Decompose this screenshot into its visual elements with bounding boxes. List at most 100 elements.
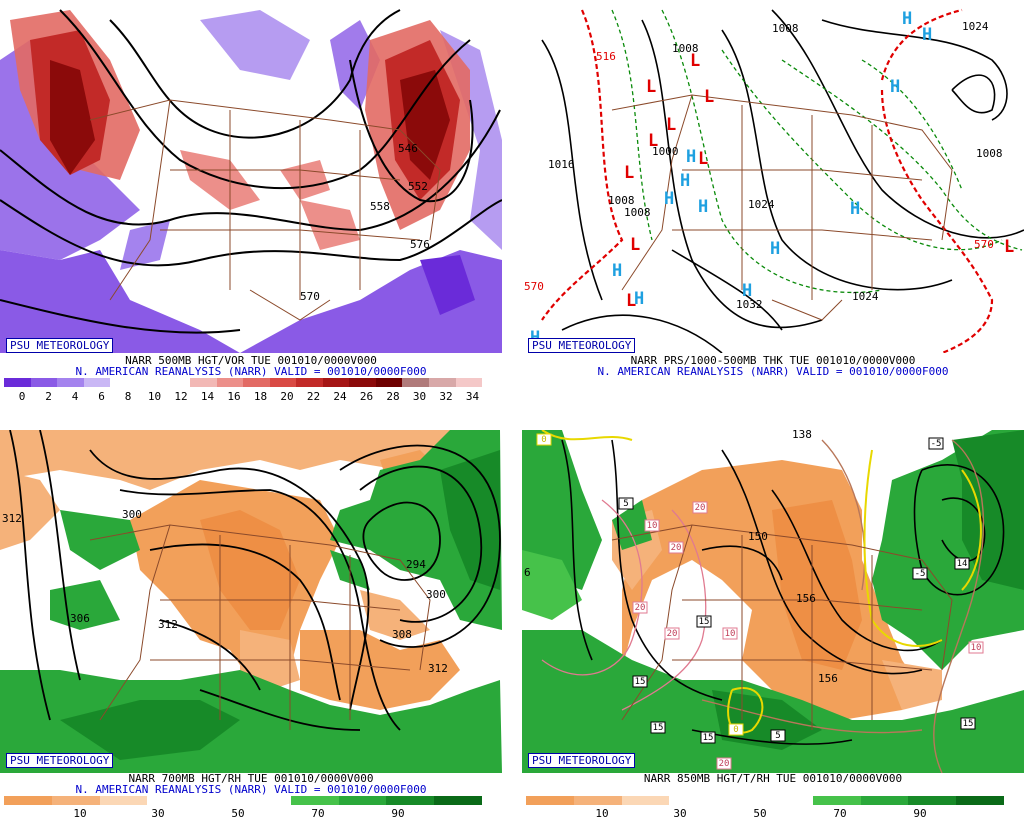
panel-pressure-thickness: 1008 1008 1024 1016 1000 1008 1008 1024 … [522, 0, 1024, 410]
colorbar-tick-label: 70 [833, 807, 847, 820]
contour-label: 552 [408, 180, 428, 193]
thickness-label: 516 [596, 50, 616, 63]
colorbar-swatch [30, 378, 58, 387]
colorbar-tick-label: 32 [439, 390, 453, 403]
svg-text:0: 0 [733, 725, 738, 735]
low-pressure-label: L [704, 87, 714, 107]
isobar-label: 1008 [976, 147, 1003, 160]
rh700-map: 312 300 306 312 294 300 308 312 [0, 430, 502, 773]
svg-text:20: 20 [671, 543, 682, 553]
svg-text:10: 10 [971, 643, 982, 653]
temperature-box-label: 14 [954, 557, 970, 570]
colorbar-swatch [621, 796, 670, 805]
colorbar-swatch [526, 796, 574, 805]
colorbar-swatch [216, 378, 244, 387]
low-pressure-label: L [648, 131, 658, 151]
temperature-box-label: 20 [664, 627, 680, 640]
colorbar-swatch [51, 796, 100, 805]
colorbar-ticks: 10 30 50 70 90 [522, 807, 1024, 821]
svg-text:15: 15 [963, 719, 974, 729]
psu-badge: PSU METEOROLOGY [6, 338, 114, 353]
isobar-label: 1000 [652, 145, 679, 158]
contour-label: 570 [300, 290, 320, 303]
svg-text:-5: -5 [931, 439, 942, 449]
contour-label: 308 [392, 628, 412, 641]
colorbar [4, 378, 483, 387]
colorbar-tick-label: 30 [673, 807, 687, 820]
svg-text:10: 10 [647, 521, 658, 531]
colorbar-tick-label: 14 [200, 390, 215, 403]
low-pressure-label: L [626, 291, 636, 311]
colorbar-tick-label: 28 [386, 390, 400, 403]
high-pressure-label: H [612, 261, 622, 281]
colorbar-tick-label: 20 [280, 390, 294, 403]
panel-subtitle: N. AMERICAN REANALYSIS (NARR) VALID = 00… [75, 783, 427, 796]
colorbar-swatch [99, 796, 148, 805]
temperature-box-label: 20 [692, 501, 708, 514]
colorbar-tick-label: 24 [333, 390, 347, 403]
colorbar-tick-label: 90 [391, 807, 405, 820]
temperature-box-label: 15 [632, 675, 648, 688]
contour-label: 138 [792, 430, 812, 441]
low-pressure-label: L [690, 51, 700, 71]
colorbar-swatch [434, 796, 482, 805]
contour-label: 306 [70, 612, 90, 625]
colorbar-swatch [4, 796, 52, 805]
panel-title: NARR 500MB HGT/VOR TUE 001010/0000V000 [125, 354, 377, 367]
colorbar-swatch [322, 378, 350, 387]
low-pressure-label: L [698, 149, 708, 169]
svg-text:20: 20 [719, 759, 730, 769]
rh850-map: 138 150 156 156 6 0510202020201510151515… [522, 430, 1024, 773]
colorbar-tick-label: 50 [231, 807, 245, 820]
thickness-label: 570 [974, 238, 994, 251]
colorbar-swatch [296, 378, 323, 387]
temperature-box-label: 15 [960, 717, 976, 730]
colorbar-tick-label: 70 [311, 807, 325, 820]
panel-500mb-vorticity: 546 552 558 576 570 PSU METEOROLOGY NARR… [0, 0, 502, 410]
svg-text:5: 5 [623, 499, 628, 509]
svg-text:15: 15 [703, 733, 714, 743]
colorbar-swatch [860, 796, 909, 805]
temperature-box-label: -5 [928, 437, 944, 450]
colorbar-ticks: 10 30 50 70 90 [0, 807, 502, 821]
temperature-box-label: 10 [968, 641, 984, 654]
contour-label: 300 [426, 588, 446, 601]
colorbar-tick-label: 30 [412, 390, 427, 403]
colorbar-swatch [375, 378, 403, 387]
panel-title: NARR 700MB HGT/RH TUE 001010/0000V000 [128, 772, 374, 785]
contour-label: 156 [818, 672, 838, 685]
isobar-label: 1008 [608, 194, 635, 207]
svg-text:0: 0 [541, 435, 546, 445]
colorbar-swatch [717, 796, 765, 805]
high-pressure-label: H [680, 171, 690, 191]
colorbar [4, 796, 482, 805]
high-pressure-label: H [698, 197, 708, 217]
high-pressure-label: H [850, 199, 860, 219]
colorbar-tick-label: 2 [45, 390, 52, 403]
colorbar-tick-label: 8 [124, 390, 132, 403]
svg-text:15: 15 [635, 677, 646, 687]
contour-label: 312 [2, 512, 22, 525]
isobar-label: 1008 [672, 42, 699, 55]
colorbar-swatch [764, 796, 813, 805]
panel-700mb-rh: 312 300 306 312 294 300 308 312 PSU METE… [0, 430, 502, 840]
contour-label: 6 [524, 566, 531, 579]
isobar-label: 1032 [736, 298, 763, 311]
colorbar [526, 796, 1004, 805]
colorbar-swatch [269, 378, 297, 387]
colorbar-tick-label: 90 [913, 807, 927, 820]
low-pressure-label: L [624, 163, 634, 183]
colorbar-swatch [573, 796, 622, 805]
temperature-box-label: 20 [632, 601, 648, 614]
colorbar-swatch [455, 378, 483, 387]
colorbar-swatch [669, 796, 718, 805]
high-pressure-label: H [686, 147, 696, 167]
thickness-label: 570 [524, 280, 544, 293]
contour-label: 576 [410, 238, 430, 251]
low-pressure-label: L [1004, 237, 1014, 257]
low-pressure-label: L [630, 235, 640, 255]
svg-text:5: 5 [775, 731, 780, 741]
temperature-box-label: 10 [644, 519, 660, 532]
temperature-box-label: 5 [618, 497, 634, 510]
colorbar-swatch [956, 796, 1004, 805]
